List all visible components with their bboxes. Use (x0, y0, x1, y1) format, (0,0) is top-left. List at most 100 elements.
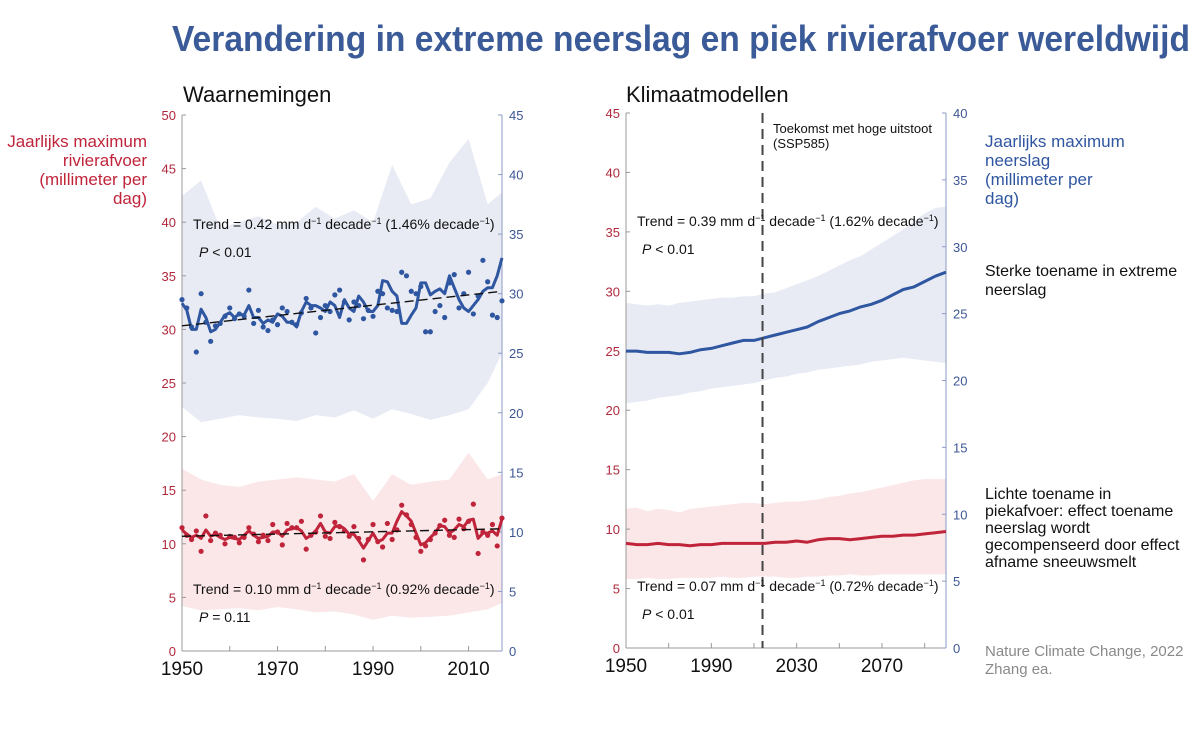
precip-trend-annotation: Trend = 0.42 mm d−1 decade−1 (1.46% deca… (193, 216, 495, 260)
y-tick-label-left: 30 (606, 284, 620, 299)
discharge-observed-point (317, 513, 324, 519)
discharge-model-mean-line (625, 530, 947, 548)
note-discharge: Lichte toename in piekafvoer: effect toe… (985, 486, 1180, 571)
precip-observed-point (494, 314, 500, 321)
y-tick-label-left: 35 (606, 225, 620, 240)
precip-observed-point (208, 338, 214, 344)
superscript: −1 (371, 581, 381, 591)
superscript: −1 (755, 213, 765, 223)
precip-observed-point (317, 314, 324, 321)
discharge-observed-point (322, 533, 328, 539)
precip-observed-point (284, 308, 290, 315)
y-tick-label-left: 45 (606, 106, 620, 121)
precip-observed-point (337, 287, 343, 293)
precip-observed-point (313, 330, 319, 336)
trend-text: Trend = 0.39 mm d (637, 213, 755, 229)
right-axis-label-line: (millimeter per (985, 170, 1093, 189)
discharge-observed-point (179, 525, 185, 531)
superscript: −1 (815, 213, 825, 223)
y-tick-label-right: 30 (509, 287, 523, 302)
left-axis-label-line: dag) (113, 189, 147, 208)
y-tick-label-left: 50 (162, 108, 176, 123)
y-tick-label-left: 15 (162, 483, 176, 498)
superscript: −1 (371, 216, 381, 226)
x-tick-label: 1950 (605, 656, 647, 677)
y-tick-label-right: 0 (509, 644, 516, 659)
discharge-observed-point (298, 518, 305, 524)
main-title: Verandering in extreme neerslag en piek … (172, 18, 1190, 59)
discharge-observed-point (236, 540, 242, 546)
trend-text: (0.92% decade (382, 581, 480, 597)
model-discharge-trend-annotation: Trend = 0.07 mm d−1 decade−1 (0.72% deca… (637, 578, 939, 622)
precip-observed-point (480, 257, 486, 263)
precip-observed-point (399, 269, 405, 275)
x-tick-label: 1990 (352, 659, 394, 680)
note-discharge-line: piekafvoer: effect toename (985, 503, 1173, 520)
precip-observed-point (437, 302, 443, 309)
discharge-observed-point (270, 521, 276, 528)
trend-text: ) (490, 216, 495, 232)
y-tick-label-left: 35 (162, 269, 176, 284)
superscript: −1 (311, 216, 321, 226)
precip-observed-point (260, 324, 266, 330)
discharge-observed-point (193, 528, 199, 534)
discharge-observed-point (222, 541, 228, 547)
discharge-uncertainty-band (626, 479, 946, 580)
discharge-observed-point (360, 557, 367, 563)
precip-observed-point (422, 329, 429, 335)
precip-uncertainty-band (182, 138, 502, 423)
precip-observed-point (489, 312, 496, 318)
precip-observed-point (274, 322, 281, 328)
precip-trend-line (181, 290, 503, 327)
discharge-observed-point (418, 548, 424, 554)
discharge-observed-point (303, 546, 309, 552)
discharge-observed-point (399, 502, 405, 508)
scenario-label-line: Toekomst met hoge uitstoot (773, 121, 932, 136)
precip-observed-point (442, 314, 448, 321)
discharge-observed-point (246, 525, 252, 531)
discharge-observed-point (332, 519, 338, 525)
discharge-observed-point (389, 536, 395, 543)
precip-observed-point (179, 297, 185, 303)
scenario-label-line: (SSP585) (773, 136, 829, 151)
right-axis-label-line: dag) (985, 189, 1019, 208)
y-tick-label-left: 10 (162, 537, 176, 552)
left-axis-label-line: (millimeter per (39, 170, 147, 189)
discharge-observed-point (442, 517, 448, 523)
note-discharge-line: afname sneeuwsmelt (985, 554, 1137, 571)
discharge-observed-point (475, 550, 481, 557)
note-discharge-line: gecompenseerd door effect (985, 537, 1180, 554)
y-tick-label-right: 20 (953, 374, 967, 389)
y-tick-label-left: 10 (606, 522, 620, 537)
trend-text: decade (765, 578, 815, 594)
y-tick-label-right: 40 (509, 168, 523, 183)
y-tick-label-right: 25 (509, 346, 523, 361)
precip-observed-point (193, 349, 199, 355)
y-tick-label-right: 0 (953, 641, 960, 656)
left-axis-label-line: Jaarlijks maximum (7, 132, 147, 151)
right-axis-label-line: Jaarlijks maximum (985, 132, 1125, 151)
discharge-observed-point (279, 542, 285, 548)
p-symbol: P (199, 244, 209, 260)
y-tick-label-left: 40 (606, 165, 620, 180)
precip-observed-point (303, 295, 309, 302)
panel-title-observations: Waarnemingen (183, 82, 331, 107)
precip-observed-point (456, 305, 462, 311)
discharge-observed-point (208, 537, 214, 544)
y-tick-label-right: 35 (953, 173, 967, 188)
discharge-trend-annotation: Trend = 0.10 mm d−1 decade−1 (0.92% deca… (193, 581, 495, 625)
precip-observed-point (403, 273, 410, 279)
discharge-uncertainty-band (182, 452, 502, 620)
source: Nature Climate Change, 2022 Zhang ea. (985, 643, 1183, 678)
source-line: Zhang ea. (985, 661, 1053, 678)
precip-observed-point (265, 327, 271, 334)
superscript: −1 (755, 578, 765, 588)
discharge-observed-point (384, 520, 390, 527)
precip-observed-point (332, 292, 338, 298)
trend-text: (1.46% decade (382, 216, 480, 232)
superscript: −1 (480, 216, 490, 226)
discharge-observed-point (203, 513, 209, 519)
svg-text:Trend = 0.10 mm d−1 decade−1 (: Trend = 0.10 mm d−1 decade−1 (0.92% deca… (193, 581, 495, 597)
precip-observed-point (499, 298, 505, 304)
trend-text: (0.72% decade (826, 578, 924, 594)
